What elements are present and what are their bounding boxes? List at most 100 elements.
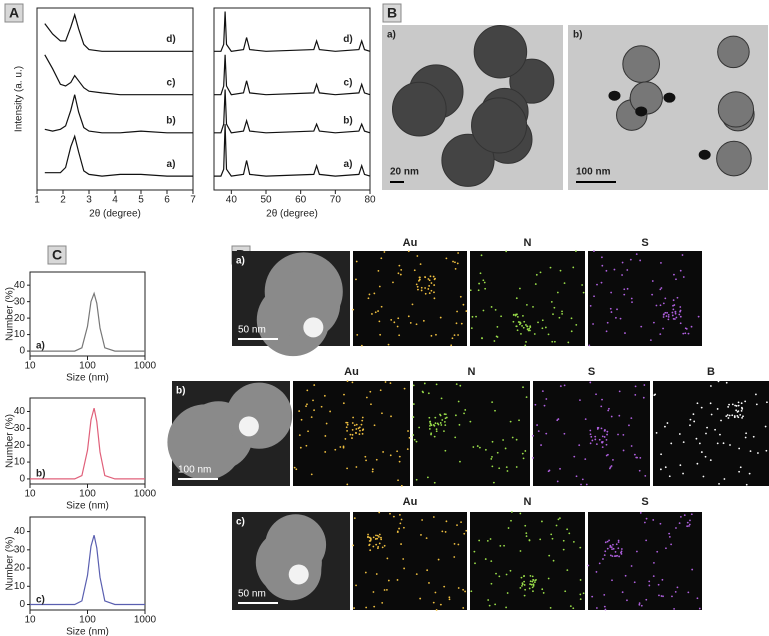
element-dot [392, 281, 394, 284]
element-dot [719, 433, 721, 436]
element-dot [697, 315, 700, 318]
element-dot [310, 416, 313, 419]
element-dot [445, 520, 448, 523]
element-dot [562, 539, 565, 542]
element-dot [605, 330, 608, 333]
element-dot [428, 416, 431, 419]
element-dot [615, 543, 618, 546]
element-dot [407, 250, 410, 253]
element-dot [736, 414, 739, 417]
element-dot [325, 422, 328, 425]
element-dot [397, 479, 399, 482]
element-dot [386, 557, 389, 560]
element-dot [744, 436, 747, 439]
element-dot [675, 527, 677, 529]
element-dot [630, 565, 633, 567]
element-dot [655, 432, 658, 434]
element-dot [434, 277, 436, 280]
element-dot [739, 466, 742, 469]
element-dot [351, 422, 354, 424]
element-dot [620, 553, 623, 555]
particle [717, 35, 750, 69]
element-dot [435, 428, 438, 431]
element-dot [551, 340, 554, 343]
element-dot [409, 322, 412, 324]
element-dot [393, 321, 396, 324]
element-dot [710, 413, 713, 416]
element-dot [464, 409, 467, 411]
element-dot [600, 281, 603, 284]
element-dot [426, 476, 429, 479]
panel-label-box [47, 245, 67, 265]
element-dot [570, 317, 573, 320]
element-dot [520, 332, 522, 335]
element-dot [345, 421, 348, 424]
element-dot [668, 535, 671, 538]
element-dot [689, 519, 691, 522]
element-dot [521, 582, 524, 585]
element-dot [643, 384, 646, 386]
element-dot [590, 435, 593, 438]
element-dot [380, 305, 383, 308]
y-axis-label: Number (%) [5, 414, 16, 468]
element-dot [755, 393, 757, 396]
element-dot [529, 575, 532, 577]
element-dot [398, 460, 401, 463]
element-dot [670, 442, 673, 445]
element-dot [595, 443, 598, 445]
element-dot [595, 393, 597, 396]
element-dot [387, 343, 390, 346]
element-dot [524, 344, 527, 347]
element-dot [373, 605, 376, 608]
element-dot [361, 419, 364, 422]
plot-frame [29, 271, 146, 357]
channel-label: N [524, 496, 532, 508]
element-dot [731, 403, 734, 406]
element-dot [355, 584, 357, 587]
data-line [30, 291, 145, 352]
gold-particle [698, 149, 711, 160]
element-dot [698, 442, 701, 445]
element-dot [673, 607, 675, 610]
element-dot [552, 313, 554, 316]
element-dot [433, 481, 436, 484]
element-dot [526, 304, 528, 306]
element-dot [383, 589, 386, 591]
element-dot [524, 450, 527, 452]
element-dot [478, 282, 481, 285]
element-dot [626, 269, 629, 271]
channel-label: N [524, 237, 532, 249]
element-dot [377, 310, 379, 312]
element-dot [387, 579, 390, 582]
element-dot [430, 334, 433, 337]
element-dot [346, 421, 349, 424]
element-dot [490, 560, 493, 563]
element-dot [372, 545, 375, 548]
element-dot [298, 434, 301, 437]
element-dot [542, 592, 545, 594]
element-dot [464, 590, 466, 593]
x-tick-label: 50 [260, 195, 272, 206]
scale-bar-label: 100 nm [178, 465, 211, 476]
element-dot [417, 288, 419, 291]
element-dot [519, 287, 521, 290]
element-dot [439, 422, 442, 424]
element-dot [355, 423, 358, 426]
element-dot [460, 322, 463, 325]
image-label: b) [573, 30, 582, 41]
series-label: d) [343, 34, 352, 45]
element-dot [515, 325, 518, 328]
element-dot [662, 316, 665, 318]
element-dot [412, 416, 415, 418]
element-dot [545, 432, 548, 435]
gold-particle [608, 90, 621, 101]
element-dot [541, 390, 544, 393]
element-dot [532, 585, 535, 587]
element-dot [371, 468, 374, 471]
element-dot [440, 424, 443, 426]
element-dot [313, 409, 315, 412]
element-dot [651, 293, 654, 296]
element-dot [389, 512, 391, 515]
element-dot [623, 293, 626, 296]
x-tick-label: 1000 [134, 615, 157, 626]
